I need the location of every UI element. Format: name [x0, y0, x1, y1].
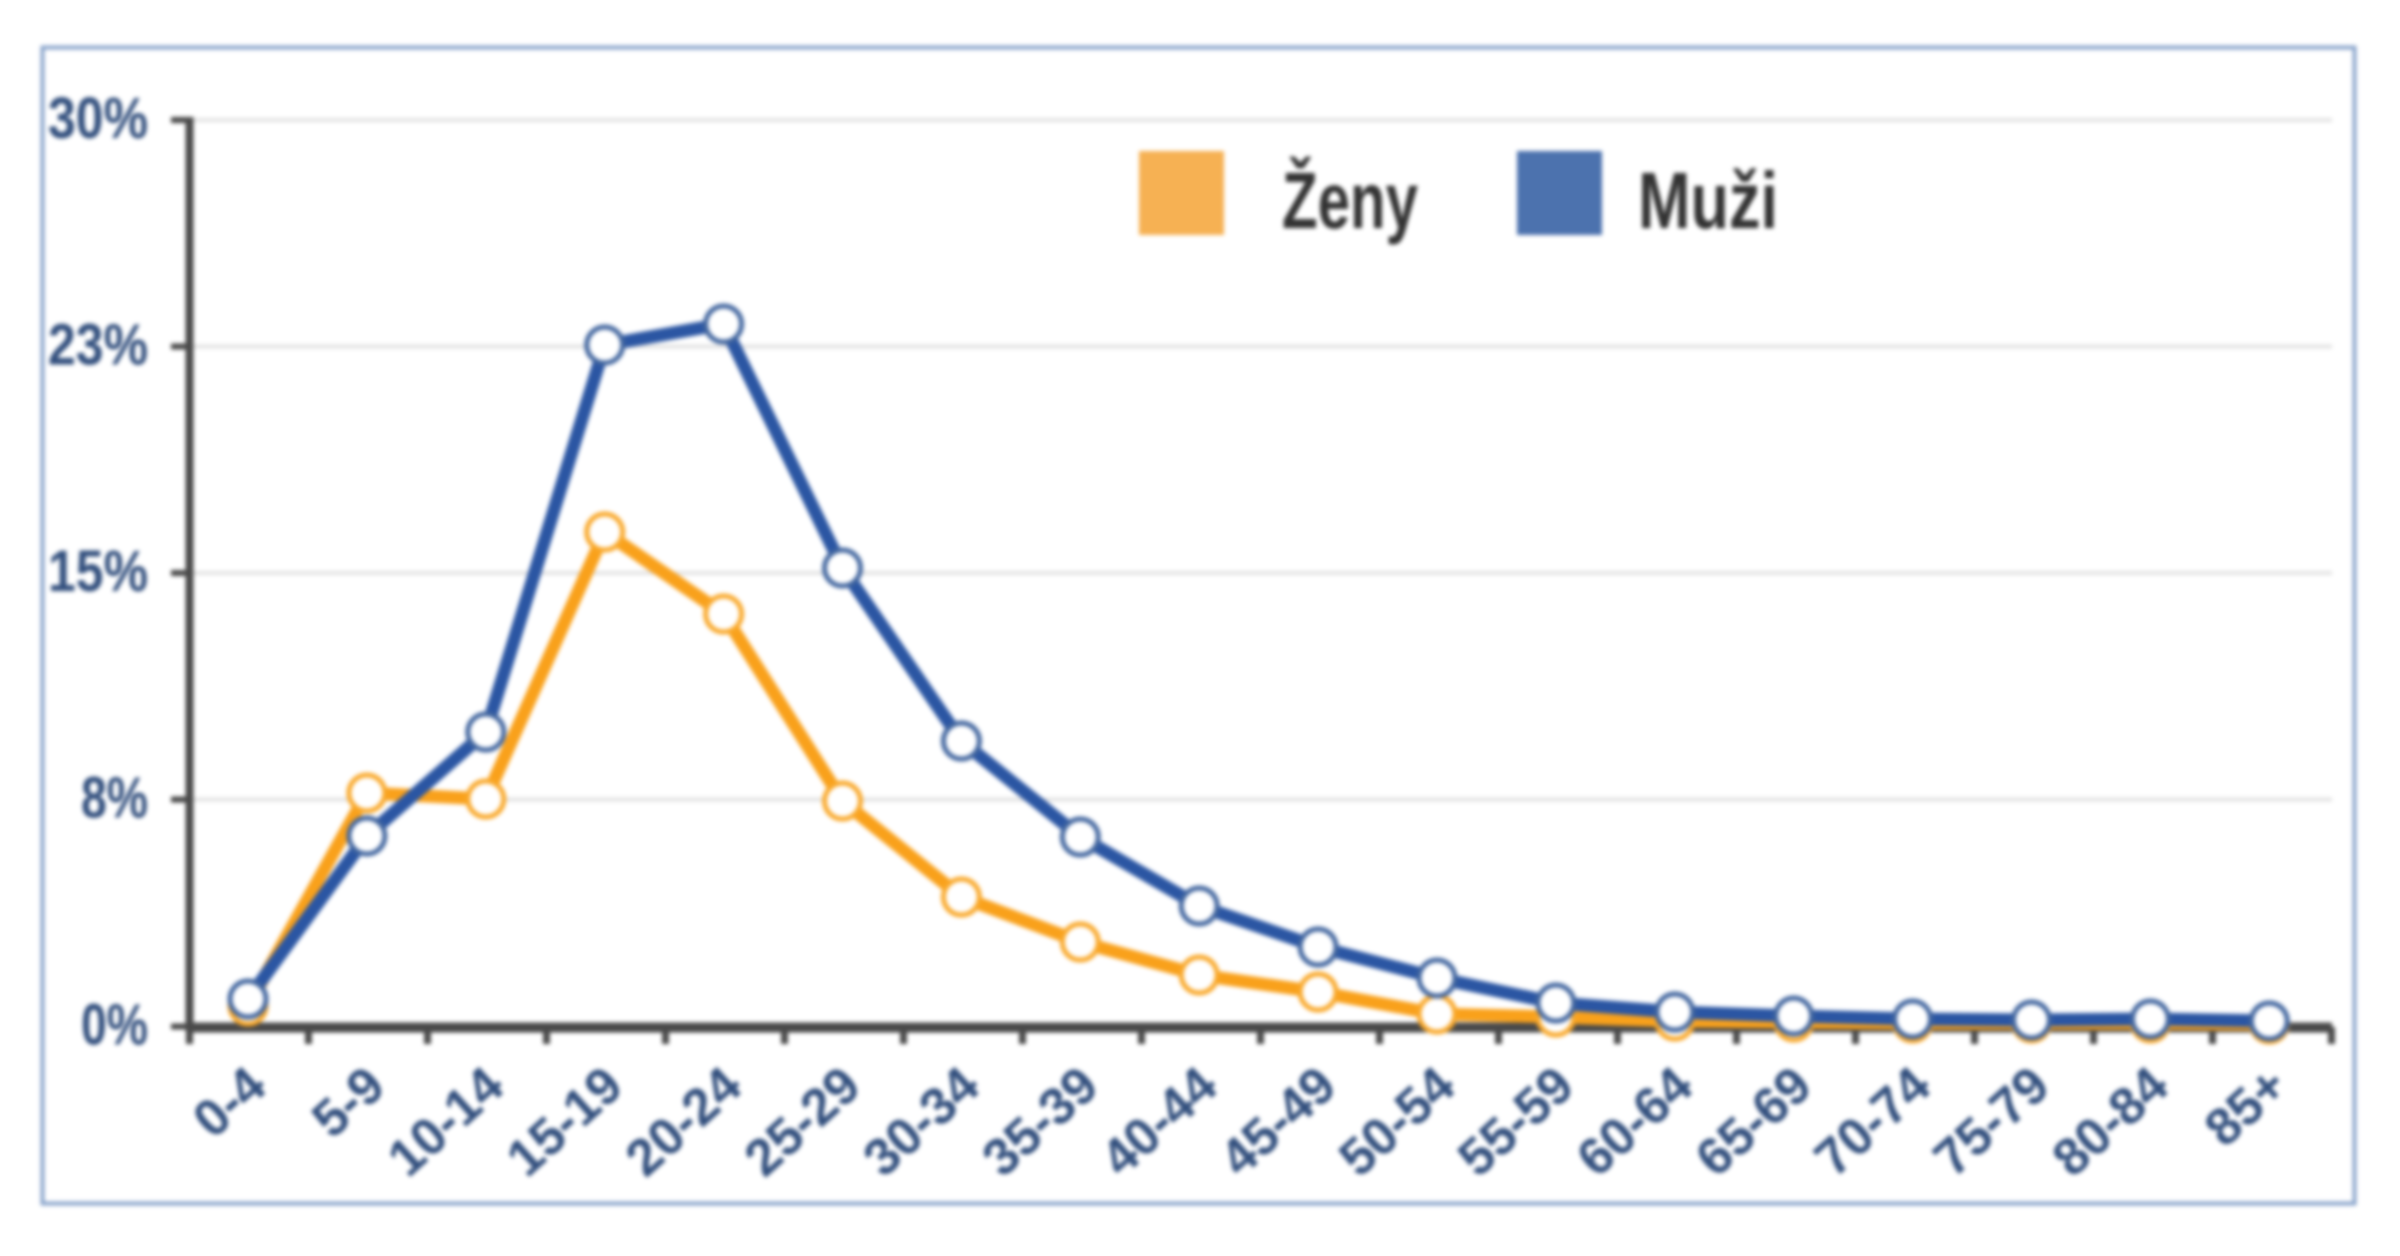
svg-text:Ženy: Ženy: [1282, 156, 1418, 245]
svg-text:Muži: Muži: [1638, 156, 1778, 245]
svg-text:23%: 23%: [48, 313, 148, 378]
svg-text:15%: 15%: [48, 539, 148, 604]
svg-text:30%: 30%: [48, 86, 148, 151]
svg-text:0%: 0%: [81, 993, 148, 1058]
svg-text:8%: 8%: [81, 766, 148, 831]
